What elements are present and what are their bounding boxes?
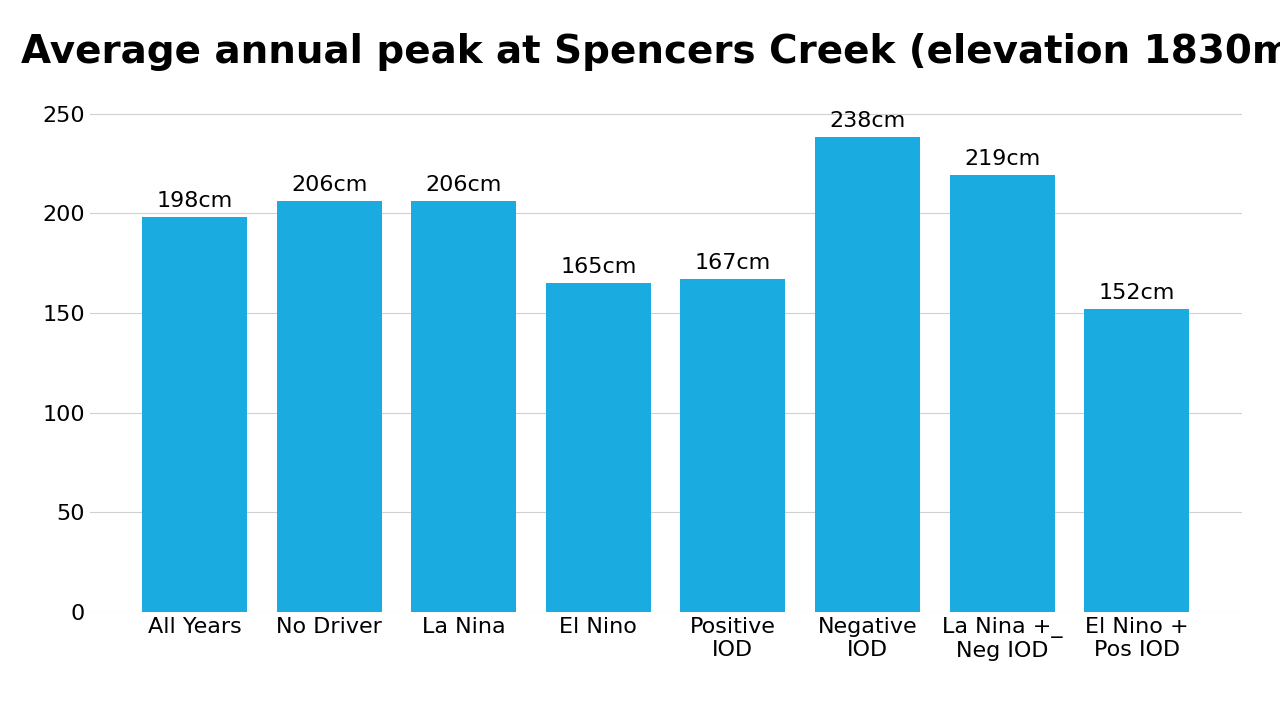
Bar <box>545 283 650 612</box>
Text: 206cm: 206cm <box>425 175 502 195</box>
Bar <box>411 202 516 612</box>
Bar <box>142 217 247 612</box>
Text: 206cm: 206cm <box>291 175 367 195</box>
Text: 219cm: 219cm <box>964 149 1041 169</box>
Bar <box>276 202 381 612</box>
Bar <box>681 279 786 612</box>
Title: Average annual peak at Spencers Creek (elevation 1830m): Average annual peak at Spencers Creek (e… <box>20 33 1280 71</box>
Bar <box>950 176 1055 612</box>
Text: 165cm: 165cm <box>561 257 636 277</box>
Text: 167cm: 167cm <box>695 253 771 273</box>
Bar <box>1084 309 1189 612</box>
Text: 152cm: 152cm <box>1098 283 1175 303</box>
Text: 238cm: 238cm <box>829 112 906 132</box>
Bar <box>815 138 920 612</box>
Text: 198cm: 198cm <box>156 192 233 211</box>
